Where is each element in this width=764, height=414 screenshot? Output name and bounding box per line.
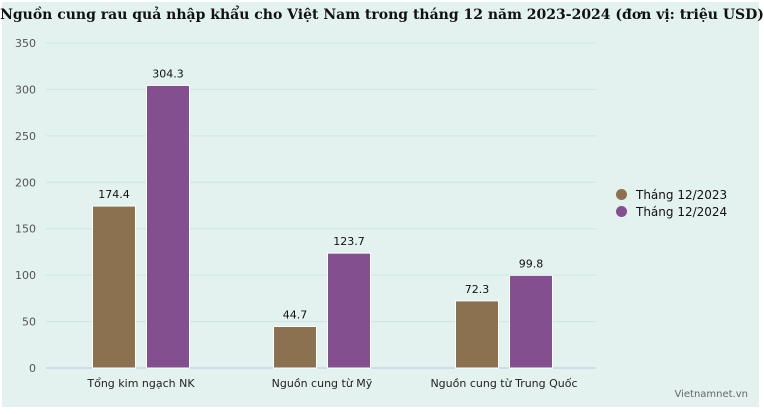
y-tick-label: 250 [15,130,36,143]
y-tick-label: 350 [15,37,36,50]
data-label: 123.7 [333,235,365,248]
y-tick-label: 300 [15,83,36,96]
legend-swatch-2024 [616,206,627,217]
y-axis: 0 50 100 150 200 250 300 350 [15,37,36,375]
data-label: 304.3 [152,67,184,80]
chart-title: Nguồn cung rau quả nhập khẩu cho Việt Na… [0,7,764,23]
data-label: 44.7 [283,308,308,321]
x-axis: Tổng kim ngạch NK Nguồn cung từ Mỹ Nguồn c… [86,377,577,390]
bar[interactable] [146,84,190,369]
y-tick-label: 150 [15,223,36,236]
x-tick-label: Nguồn cung từ Mỹ [272,377,373,390]
bar[interactable] [327,252,371,369]
legend-item-2023[interactable]: Tháng 12/2023 [616,186,727,203]
grid-layer [46,42,596,369]
legend-swatch-2023 [616,189,627,200]
bar[interactable] [273,325,317,369]
y-tick-label: 100 [15,269,36,282]
bar[interactable] [509,274,553,369]
y-tick-label: 200 [15,176,36,189]
legend-item-2024[interactable]: Tháng 12/2024 [616,203,727,220]
data-label: 72.3 [465,283,490,296]
bar[interactable] [92,205,136,369]
bars [92,84,553,369]
y-tick-label: 0 [29,362,36,375]
legend: Tháng 12/2023 Tháng 12/2024 [616,186,727,220]
x-tick-label: Tổng kim ngạch NK [86,377,195,390]
x-tick-label: Nguồn cung từ Trung Quốc [430,377,577,390]
legend-label-2024: Tháng 12/2024 [636,204,728,219]
legend-label-2023: Tháng 12/2023 [636,187,728,202]
data-label: 174.4 [98,188,130,201]
watermark: Vietnamnet.vn [674,389,748,400]
bar[interactable] [455,300,499,369]
data-labels: 174.4 304.3 44.7 123.7 72.3 99.8 [98,67,543,321]
data-label: 99.8 [519,257,544,270]
y-tick-label: 50 [22,316,36,329]
